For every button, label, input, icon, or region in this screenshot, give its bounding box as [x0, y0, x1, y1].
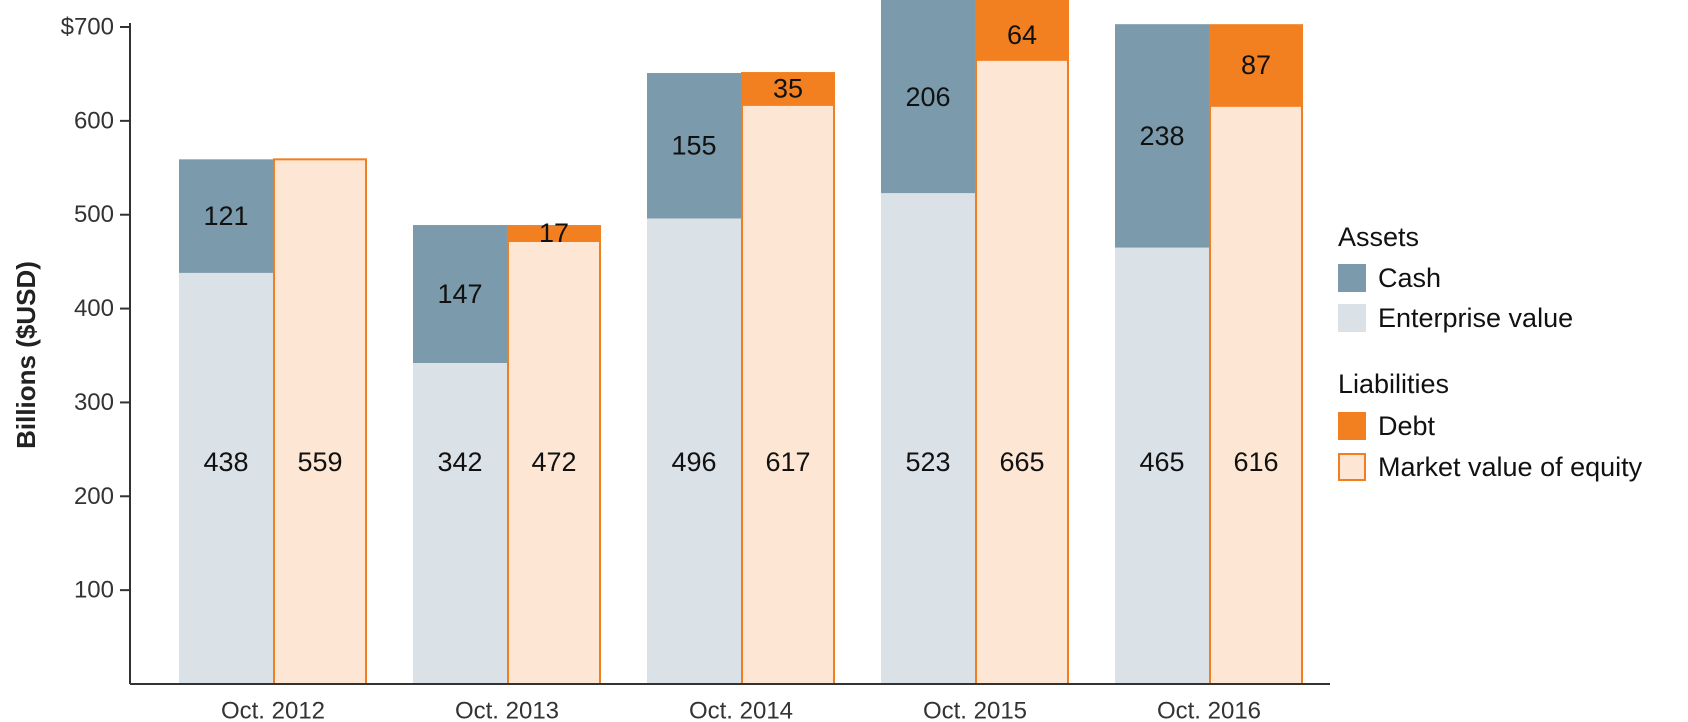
- bar-cash-3: [881, 0, 975, 194]
- legend-item-enterprise-value-label: Enterprise value: [1378, 303, 1573, 333]
- data-label-debt-2: 35: [773, 73, 803, 103]
- bar-cash-2: [647, 72, 741, 219]
- bar-cash-0: [179, 159, 273, 273]
- data-label-cash-1: 147: [437, 279, 482, 309]
- data-label-market-value-of-equity-0: 559: [297, 447, 342, 477]
- data-label-enterprise-value-0: 438: [203, 447, 248, 477]
- data-label-enterprise-value-3: 523: [905, 447, 950, 477]
- bar-cash-1: [413, 225, 507, 364]
- data-label-market-value-of-equity-2: 617: [765, 447, 810, 477]
- bar-debt-2: [741, 72, 835, 105]
- y-tick-label-500: 500: [74, 201, 114, 228]
- data-label-cash-4: 238: [1139, 121, 1184, 151]
- data-label-debt-3: 64: [1007, 20, 1037, 50]
- legend-item-cash-swatch: [1338, 264, 1366, 292]
- y-tick-label-100: 100: [74, 577, 114, 604]
- data-label-cash-2: 155: [671, 131, 716, 161]
- bar-enterprise-value-3: [881, 193, 975, 684]
- bar-market-value-of-equity-0: [273, 158, 367, 686]
- bar-enterprise-value-0: [179, 272, 273, 684]
- legend-item-debt-label: Debt: [1378, 411, 1436, 441]
- data-label-market-value-of-equity-4: 616: [1233, 447, 1278, 477]
- data-label-enterprise-value-2: 496: [671, 447, 716, 477]
- bar-enterprise-value-4: [1115, 247, 1209, 685]
- legend-heading-assets: Assets: [1338, 222, 1419, 252]
- legend-item-market-value-of-equity-label: Market value of equity: [1378, 452, 1643, 482]
- y-tick-label-400: 400: [74, 295, 114, 322]
- x-tick-label-1: Oct. 2013: [455, 698, 559, 722]
- x-tick-label-4: Oct. 2016: [1157, 698, 1261, 722]
- x-tick-label-3: Oct. 2015: [923, 698, 1027, 722]
- legend-heading-liabilities: Liabilities: [1338, 369, 1449, 399]
- data-label-enterprise-value-1: 342: [437, 447, 482, 477]
- data-label-market-value-of-equity-3: 665: [999, 447, 1044, 477]
- y-tick-label-600: 600: [74, 107, 114, 134]
- legend-item-cash-label: Cash: [1378, 263, 1441, 293]
- y-axis-title: Billions ($USD): [11, 261, 41, 449]
- data-label-market-value-of-equity-1: 472: [531, 447, 576, 477]
- legend-item-debt-swatch: [1338, 412, 1366, 440]
- bar-market-value-of-equity-2: [741, 103, 835, 685]
- bar-market-value-of-equity-3: [975, 58, 1069, 686]
- data-label-cash-3: 206: [905, 82, 950, 112]
- y-tick-label-300: 300: [74, 389, 114, 416]
- bar-enterprise-value-1: [413, 363, 507, 684]
- legend-item-enterprise-value-swatch: [1338, 304, 1366, 332]
- bar-debt-4: [1209, 24, 1303, 106]
- data-label-debt-1: 17: [539, 218, 569, 248]
- y-tick-label-200: 200: [74, 483, 114, 510]
- legend-item-market-value-of-equity-swatch: [1338, 453, 1366, 481]
- bar-debt-1: [507, 225, 601, 241]
- data-label-enterprise-value-4: 465: [1139, 447, 1184, 477]
- bar-debt-3: [975, 0, 1069, 60]
- bar-enterprise-value-2: [647, 218, 741, 684]
- data-label-cash-0: 121: [203, 201, 248, 231]
- bar-market-value-of-equity-4: [1209, 104, 1303, 685]
- x-tick-label-0: Oct. 2012: [221, 698, 325, 722]
- x-tick-label-2: Oct. 2014: [689, 698, 793, 722]
- y-tick-label-700: $700: [61, 14, 114, 41]
- bar-cash-4: [1115, 24, 1209, 248]
- data-label-debt-4: 87: [1241, 50, 1271, 80]
